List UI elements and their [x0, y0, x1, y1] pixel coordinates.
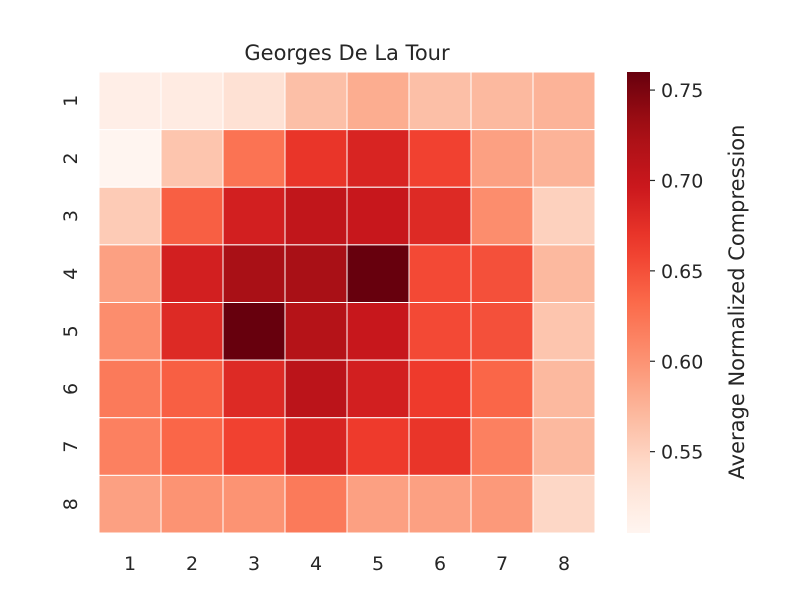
- heatmap-cell-r5-c3: [222, 302, 286, 361]
- heatmap-cell-r3-c8: [532, 186, 596, 246]
- colorbar: [627, 72, 650, 533]
- heatmap-cell-r4-c2: [160, 244, 224, 303]
- heatmap-cell-r6-c7: [470, 359, 534, 419]
- heatmap-cell-r6-c1: [98, 359, 162, 419]
- heatmap-cell-r8-c5: [346, 474, 410, 534]
- colorbar-label: Average Normalized Compression: [725, 125, 749, 480]
- heatmap-cell-r3-c6: [408, 186, 472, 246]
- heatmap-cell-r2-c7: [470, 129, 534, 188]
- heatmap-cell-r4-c7: [470, 244, 534, 303]
- heatmap-cell-r7-c2: [160, 417, 224, 476]
- heatmap-cell-r7-c1: [98, 417, 162, 476]
- x-tick-label: 8: [558, 553, 570, 575]
- heatmap-cell-r5-c6: [408, 302, 472, 361]
- heatmap-cell-r5-c2: [160, 302, 224, 361]
- heatmap-cell-r2-c5: [346, 129, 410, 188]
- heatmap-cell-r6-c2: [160, 359, 224, 419]
- heatmap-cell-r6-c8: [532, 359, 596, 419]
- heatmap-cell-r5-c4: [284, 302, 348, 361]
- x-tick-label: 5: [372, 553, 384, 575]
- heatmap-cell-r1-c7: [470, 71, 534, 131]
- heatmap-cell-r6-c3: [222, 359, 286, 419]
- y-tick-label: 8: [60, 498, 82, 510]
- heatmap-cell-r3-c7: [470, 186, 534, 246]
- y-tick-label: 4: [60, 268, 82, 280]
- heatmap-cell-r1-c1: [98, 71, 162, 131]
- x-tick-label: 6: [434, 553, 446, 575]
- y-tick-label: 7: [60, 441, 82, 453]
- x-tick-label: 2: [186, 553, 198, 575]
- heatmap-cell-r7-c5: [346, 417, 410, 476]
- heatmap-cell-r8-c1: [98, 474, 162, 534]
- heatmap-cell-r2-c3: [222, 129, 286, 188]
- colorbar-tick-label: 0.65: [661, 261, 703, 283]
- heatmap-cell-r3-c5: [346, 186, 410, 246]
- heatmap-cell-r6-c6: [408, 359, 472, 419]
- heatmap-cell-r6-c5: [346, 359, 410, 419]
- heatmap-cell-r2-c1: [98, 129, 162, 188]
- colorbar-tick-label: 0.75: [661, 80, 703, 102]
- x-tick-label: 3: [248, 553, 260, 575]
- heatmap-cell-r7-c7: [470, 417, 534, 476]
- heatmap-cell-r1-c6: [408, 71, 472, 131]
- y-tick-label: 1: [60, 95, 82, 107]
- heatmap-cell-r4-c3: [222, 244, 286, 303]
- heatmap-cells: [98, 71, 596, 534]
- heatmap-cell-r3-c1: [98, 186, 162, 246]
- heatmap-cell-r8-c4: [284, 474, 348, 534]
- colorbar-ticks: 0.55 0.60 0.65 0.70 0.75: [650, 80, 703, 464]
- heatmap-cell-r6-c4: [284, 359, 348, 419]
- chart-title: Georges De La Tour: [244, 41, 450, 65]
- heatmap-cell-r5-c8: [532, 302, 596, 361]
- heatmap-cell-r1-c8: [532, 71, 596, 131]
- heatmap-cell-r1-c3: [222, 71, 286, 131]
- heatmap-cell-r2-c8: [532, 129, 596, 188]
- heatmap-cell-r2-c6: [408, 129, 472, 188]
- heatmap-cell-r7-c3: [222, 417, 286, 476]
- heatmap-cell-r8-c2: [160, 474, 224, 534]
- heatmap-cell-r4-c8: [532, 244, 596, 303]
- heatmap-cell-r3-c4: [284, 186, 348, 246]
- heatmap-cell-r8-c6: [408, 474, 472, 534]
- heatmap-cell-r8-c8: [532, 474, 596, 534]
- colorbar-tick-label: 0.70: [661, 170, 703, 192]
- heatmap-cell-r8-c7: [470, 474, 534, 534]
- x-tick-label: 4: [310, 553, 322, 575]
- x-axis-ticks: 1 2 3 4 5 6 7 8: [124, 553, 570, 575]
- y-axis-ticks: 1 2 3 4 5 6 7 8: [60, 95, 82, 510]
- heatmap-cell-r7-c8: [532, 417, 596, 476]
- y-tick-label: 2: [60, 152, 82, 164]
- heatmap-cell-r4-c4: [284, 244, 348, 303]
- colorbar-tick-label: 0.60: [661, 351, 703, 373]
- heatmap-cell-r8-c3: [222, 474, 286, 534]
- heatmap-cell-r2-c2: [160, 129, 224, 188]
- colorbar-tick-label: 0.55: [661, 442, 703, 464]
- heatmap-cell-r3-c3: [222, 186, 286, 246]
- heatmap-cell-r5-c5: [346, 302, 410, 361]
- heatmap-cell-r5-c1: [98, 302, 162, 361]
- heatmap-cell-r7-c4: [284, 417, 348, 476]
- heatmap-cell-r4-c5: [346, 244, 410, 303]
- heatmap-cell-r7-c6: [408, 417, 472, 476]
- x-tick-label: 7: [496, 553, 508, 575]
- y-tick-label: 3: [60, 210, 82, 222]
- heatmap-cell-r3-c2: [160, 186, 224, 246]
- heatmap-cell-r4-c6: [408, 244, 472, 303]
- heatmap-cell-r4-c1: [98, 244, 162, 303]
- heatmap-cell-r1-c5: [346, 71, 410, 131]
- x-tick-label: 1: [124, 553, 136, 575]
- heatmap-cell-r1-c4: [284, 71, 348, 131]
- y-tick-label: 6: [60, 383, 82, 395]
- heatmap-cell-r1-c2: [160, 71, 224, 131]
- heatmap-cell-r2-c4: [284, 129, 348, 188]
- heatmap-cell-r5-c7: [470, 302, 534, 361]
- y-tick-label: 5: [60, 325, 82, 337]
